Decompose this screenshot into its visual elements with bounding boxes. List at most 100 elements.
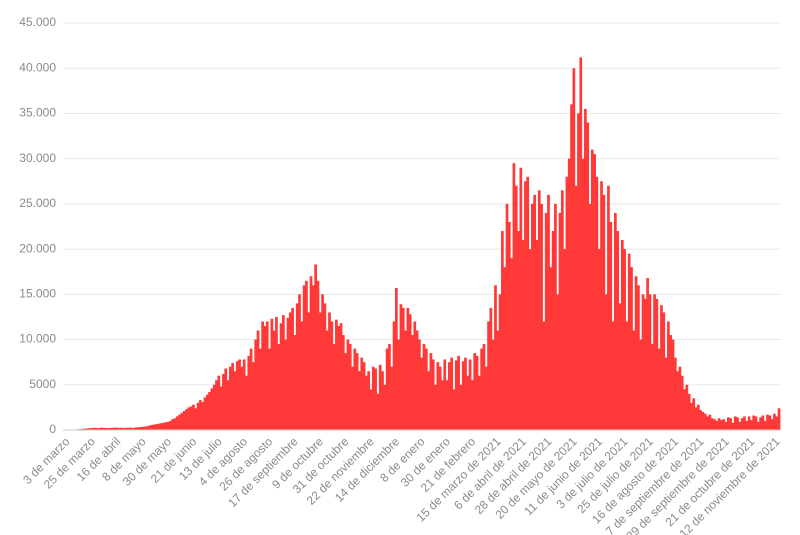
bar (512, 163, 516, 430)
bar (415, 330, 419, 430)
bar (639, 339, 643, 430)
bar (584, 108, 587, 430)
bar (754, 416, 758, 430)
bar (418, 339, 421, 430)
bar (517, 231, 520, 430)
bar (443, 359, 447, 430)
bar (277, 344, 281, 430)
bar (171, 419, 175, 430)
bar (641, 294, 645, 430)
bar (270, 318, 274, 430)
bar (487, 321, 490, 430)
y-tick-label: 35.000 (19, 106, 56, 120)
bar (616, 231, 620, 430)
bar (258, 348, 262, 430)
bar (724, 421, 728, 430)
bar (498, 294, 502, 430)
bar (650, 344, 654, 430)
bar (542, 321, 546, 430)
bar (397, 339, 400, 430)
bar (572, 68, 576, 430)
bar (143, 426, 147, 430)
bar (720, 420, 723, 430)
y-tick-label: 15.000 (19, 287, 56, 301)
bar (148, 425, 152, 430)
bar (614, 212, 617, 430)
bar (574, 185, 578, 430)
bar (441, 380, 444, 430)
bar (141, 426, 145, 430)
bar (429, 353, 433, 430)
bar (690, 402, 693, 430)
bar (145, 426, 149, 430)
bar (247, 355, 251, 430)
bar (648, 294, 652, 430)
bar (595, 176, 599, 430)
bar (450, 357, 454, 430)
bar (736, 417, 739, 430)
bar (129, 427, 133, 430)
bar (775, 416, 779, 430)
bar (604, 294, 608, 430)
bar (109, 427, 112, 430)
bar (507, 221, 511, 430)
bar (302, 285, 306, 430)
bar (182, 411, 186, 430)
bar (770, 419, 774, 430)
bar (360, 357, 364, 430)
bar (88, 428, 92, 430)
bar (655, 298, 659, 430)
bar (268, 348, 271, 430)
bar (494, 285, 497, 430)
bar (768, 415, 772, 430)
bar (219, 386, 223, 430)
bar (501, 231, 504, 430)
bar (740, 418, 744, 430)
bar (554, 203, 557, 430)
bar (634, 276, 638, 430)
bar (159, 423, 163, 430)
bar (194, 408, 198, 430)
bar (362, 362, 366, 430)
bar (537, 190, 541, 430)
bar (581, 158, 585, 430)
bar (669, 335, 673, 430)
bar (510, 258, 513, 430)
bar (464, 357, 467, 430)
bar (678, 366, 682, 430)
y-tick-label: 5000 (29, 377, 56, 391)
bar (222, 373, 225, 430)
bar (376, 393, 380, 430)
bar (383, 384, 387, 430)
bar (503, 267, 507, 430)
bar (491, 339, 495, 430)
bar (265, 321, 269, 430)
bar (385, 348, 389, 430)
bar (660, 305, 663, 430)
bar (309, 276, 313, 430)
bar (715, 420, 719, 430)
bar (461, 361, 465, 430)
bar (533, 194, 537, 430)
bar (436, 362, 440, 430)
bar (358, 371, 361, 430)
bar (600, 181, 603, 430)
bar (369, 389, 373, 430)
bar (231, 363, 235, 430)
bar (155, 424, 158, 430)
y-tick-label: 25.000 (19, 196, 56, 210)
bar (710, 418, 714, 430)
bar (540, 203, 543, 430)
bar (325, 330, 329, 430)
bar (371, 366, 375, 430)
y-tick-label: 30.000 (19, 151, 56, 165)
bar (404, 330, 407, 430)
y-tick-label: 20.000 (19, 241, 56, 255)
y-tick-label: 45.000 (19, 15, 56, 29)
bar (104, 428, 108, 430)
bar (544, 212, 548, 430)
bar (496, 330, 500, 430)
bar (738, 421, 742, 430)
bar (86, 428, 89, 430)
